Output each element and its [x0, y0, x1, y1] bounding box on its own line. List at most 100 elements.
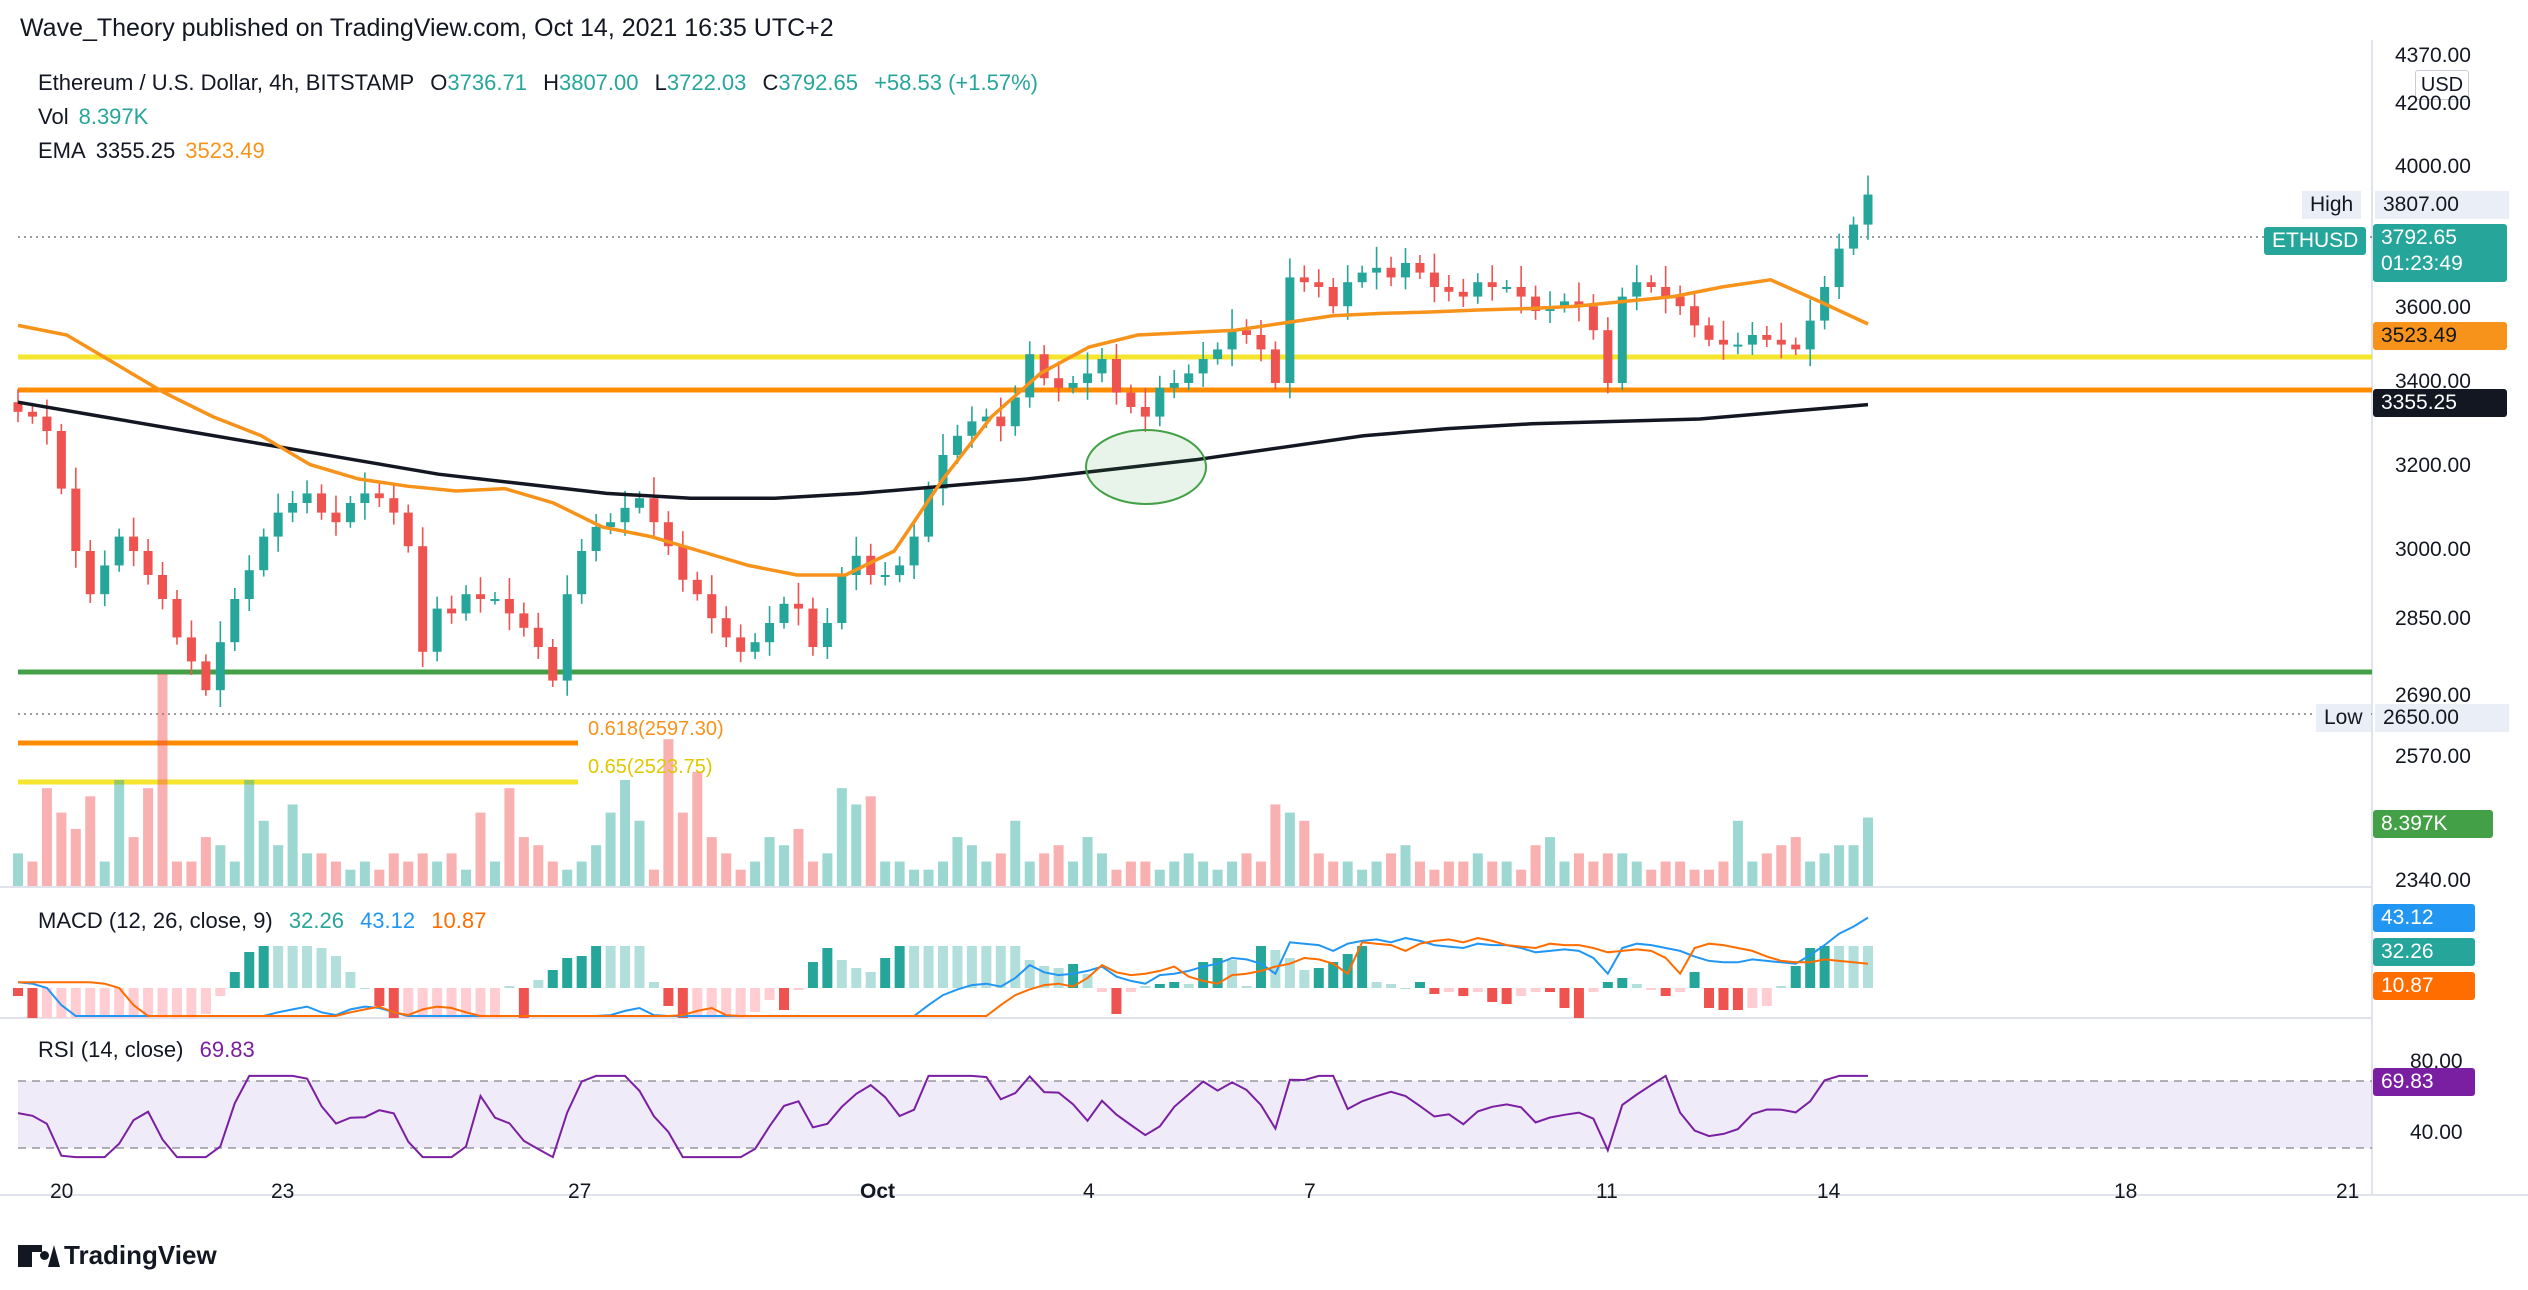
candle-body	[114, 536, 124, 566]
candle-body	[591, 527, 601, 551]
volume-bar	[1096, 853, 1107, 886]
macd-hist-bar	[1458, 988, 1469, 996]
volume-bar	[157, 674, 168, 886]
candle-body	[1213, 349, 1223, 359]
macd-hist-bar	[56, 988, 67, 1018]
volume-bar	[1169, 861, 1180, 886]
volume-bar	[446, 853, 457, 886]
macd-hist-bar	[1848, 946, 1859, 988]
candle-body	[577, 551, 587, 595]
volume-bar	[822, 853, 833, 886]
candle-body	[1242, 330, 1252, 335]
volume-bar	[1270, 804, 1281, 886]
macd-hist-bar	[1111, 988, 1122, 1014]
price-tick: 4200.00	[2395, 92, 2471, 115]
volume-bar	[1299, 820, 1310, 886]
volume-bar	[1487, 861, 1498, 886]
volume-bar	[359, 861, 370, 886]
macd-hist-bar	[1429, 988, 1440, 994]
volume-bar	[1328, 861, 1339, 886]
candle-body	[143, 551, 153, 575]
candle-body	[750, 642, 760, 652]
macd-hist-bar	[1776, 986, 1787, 988]
candle-body	[447, 608, 457, 614]
candle-body	[1690, 306, 1700, 326]
candle-body	[1415, 263, 1425, 273]
macd-hist-bar	[1834, 946, 1845, 988]
macd-hist-bar	[779, 988, 790, 1010]
candle-body	[1357, 272, 1367, 283]
volume-bar	[750, 861, 761, 886]
volume-bar	[1689, 869, 1700, 886]
volume-bar	[1400, 845, 1411, 886]
macd-hist-bar	[1414, 982, 1425, 988]
macd-hist-bar	[70, 988, 81, 1018]
macd-hist-bar	[27, 988, 38, 1018]
candle-body	[71, 488, 81, 551]
macd-hist-bar	[1675, 988, 1686, 992]
ema50-tag: 3523.49	[2373, 322, 2507, 350]
candle-body	[100, 565, 110, 595]
volume-bar	[1573, 853, 1584, 886]
last-price-tag: 3792.65 01:23:49	[2373, 224, 2507, 282]
volume-bar	[663, 739, 674, 886]
volume-bar	[316, 853, 327, 886]
candle-body	[1776, 339, 1786, 345]
candle-body	[1184, 373, 1194, 383]
macd-hist-bar	[1545, 988, 1556, 992]
bar-countdown: 01:23:49	[2381, 252, 2463, 275]
volume-bar	[229, 861, 240, 886]
time-tick: 4	[1083, 1180, 1095, 1203]
macd-hist-bar	[316, 948, 327, 988]
macd-hist-bar	[1805, 948, 1816, 988]
volume-bar	[1198, 861, 1209, 886]
high-label: High	[2302, 191, 2362, 219]
candle-body	[389, 498, 399, 513]
currency-button[interactable]: USD	[2415, 70, 2469, 100]
macd-hist-bar	[851, 968, 862, 988]
volume-bar	[836, 788, 847, 886]
candle-body	[1270, 349, 1280, 383]
volume-bar	[1313, 853, 1324, 886]
candle-body	[1054, 378, 1064, 388]
macd-hist-bar	[13, 988, 23, 996]
macd-signal-value: 10.87	[431, 908, 487, 933]
candle-body	[1661, 287, 1671, 297]
tradingview-logo[interactable]: TradingView	[18, 1240, 217, 1271]
macd-hist-bar	[273, 946, 284, 988]
candle-body	[230, 599, 240, 643]
volume-bar	[41, 788, 52, 886]
fib-65-label: 0.65(2523.75)	[588, 756, 713, 778]
macd-hist-bar	[1068, 964, 1079, 988]
macd-hist-bar	[894, 946, 905, 988]
volume-bar	[620, 780, 631, 886]
volume-bar	[1342, 861, 1353, 886]
candle-body	[360, 493, 370, 503]
macd-hist-tag: 32.26	[2373, 938, 2475, 966]
candle-body	[374, 493, 384, 499]
macd-hist-bar	[1313, 968, 1324, 988]
volume-bar	[99, 861, 110, 886]
ema50-value: 3523.49	[185, 138, 265, 163]
macd-hist-bar	[157, 988, 168, 1018]
macd-hist-bar	[1559, 988, 1570, 1008]
candle-body	[1198, 359, 1208, 374]
brand-name: TradingView	[64, 1240, 217, 1270]
macd-hist-bar	[1747, 988, 1758, 1008]
volume-bar	[1212, 869, 1223, 886]
macd-hist-bar	[1082, 974, 1093, 988]
macd-hist-bar	[186, 988, 197, 1018]
price-tick: 3200.00	[2395, 454, 2471, 477]
macd-hist-bar	[171, 988, 182, 1018]
volume-bar	[1053, 845, 1064, 886]
volume-bar	[605, 812, 616, 886]
macd-hist-bar	[634, 946, 645, 988]
macd-hist-bar	[923, 946, 934, 988]
volume-bar	[1241, 853, 1252, 886]
ema200-tag: 3355.25	[2373, 389, 2507, 417]
candle-body	[186, 637, 196, 662]
macd-hist-bar	[1516, 988, 1527, 996]
candle-body	[938, 455, 948, 489]
high-value: 3807.00	[558, 70, 639, 95]
